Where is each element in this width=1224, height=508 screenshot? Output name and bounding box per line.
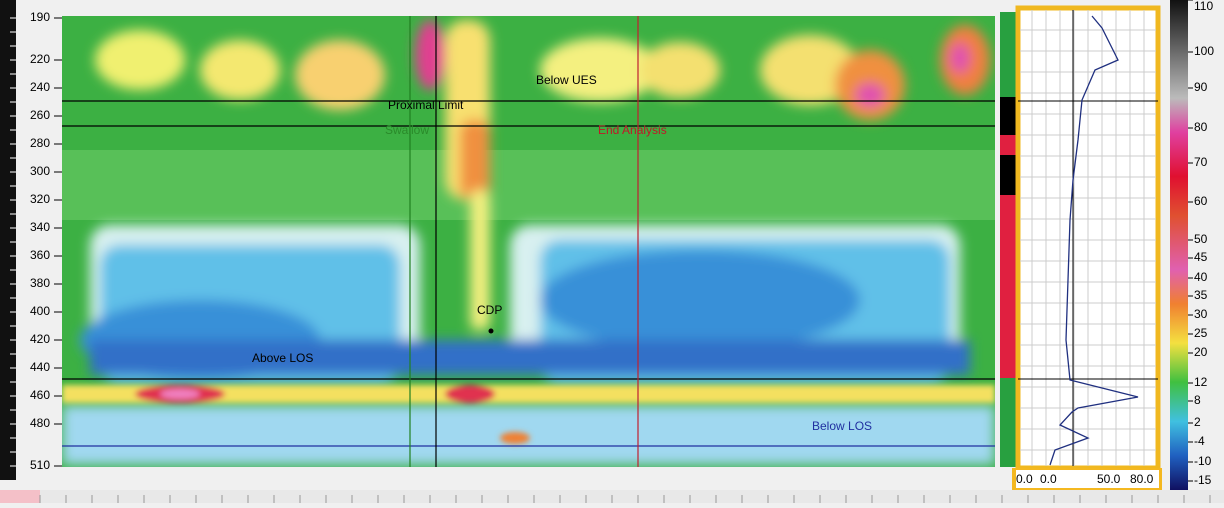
- left-strip: [0, 0, 16, 480]
- scale-label: 45: [1194, 250, 1208, 264]
- scale-label: 60: [1194, 194, 1208, 208]
- annotation: Below UES: [536, 73, 597, 87]
- scale-label: 50: [1194, 232, 1208, 246]
- scale-label: -4: [1194, 434, 1205, 448]
- annotation: Proximal Limit: [388, 98, 464, 112]
- scale-label: 8: [1194, 393, 1201, 407]
- scale-label: 80: [1194, 120, 1208, 134]
- y-tick-label: 360: [30, 248, 50, 262]
- color-scale: [1170, 0, 1188, 490]
- scale-label: 30: [1194, 307, 1208, 321]
- y-tick-label: 320: [30, 192, 50, 206]
- reference-lines: [62, 16, 995, 467]
- y-tick-label: 380: [30, 276, 50, 290]
- annotation: Swallow: [385, 123, 429, 137]
- annotation: End Analysis: [598, 123, 667, 137]
- profile-x-label: 0.0: [1016, 472, 1033, 486]
- scale-label: 12: [1194, 375, 1208, 389]
- y-tick-label: 420: [30, 332, 50, 346]
- profile-x-label: 0.0: [1040, 472, 1057, 486]
- scale-label: 20: [1194, 345, 1208, 359]
- y-tick-label: 440: [30, 360, 50, 374]
- y-tick-label: 460: [30, 388, 50, 402]
- profile-panel: [1012, 5, 1162, 490]
- y-axis: 190 220 240 260 280 300 320 340 360 380 400 420 440 4…: [10, 10, 62, 472]
- y-tick-label: 280: [30, 136, 50, 150]
- annotation: Above LOS: [252, 351, 313, 365]
- scale-label: 90: [1194, 80, 1208, 94]
- scale-label: 100: [1194, 44, 1214, 58]
- y-tick-label: 240: [30, 80, 50, 94]
- time-ruler: [0, 490, 1224, 503]
- y-tick-label: 480: [30, 416, 50, 430]
- annotation: Below LOS: [812, 419, 872, 433]
- scale-label: 70: [1194, 155, 1208, 169]
- y-tick-label: 220: [30, 52, 50, 66]
- profile-x-label: 80.0: [1130, 472, 1154, 486]
- scale-label: -15: [1194, 473, 1212, 487]
- y-tick-label: 400: [30, 304, 50, 318]
- scale-label: 40: [1194, 270, 1208, 284]
- scale-label: 25: [1194, 326, 1208, 340]
- y-tick-label: 340: [30, 220, 50, 234]
- scale-label: -10: [1194, 454, 1212, 468]
- y-tick-label: 300: [30, 164, 50, 178]
- color-scale-labels: 110 100 90 80 70 60 50 45 40 35 30 25 20 12 8 2 -4 -10 -15: [1188, 0, 1214, 487]
- scale-label: 2: [1194, 415, 1201, 429]
- scale-label: 35: [1194, 288, 1208, 302]
- annotation: CDP: [477, 303, 502, 317]
- scale-label: 110: [1194, 0, 1213, 13]
- profile-x-label: 50.0: [1097, 472, 1121, 486]
- heatmap: [62, 16, 995, 467]
- y-tick-label: 510: [30, 458, 50, 472]
- y-tick-label: 190: [30, 10, 50, 24]
- sensor-strip: [1000, 12, 1018, 467]
- y-tick-label: 260: [30, 108, 50, 122]
